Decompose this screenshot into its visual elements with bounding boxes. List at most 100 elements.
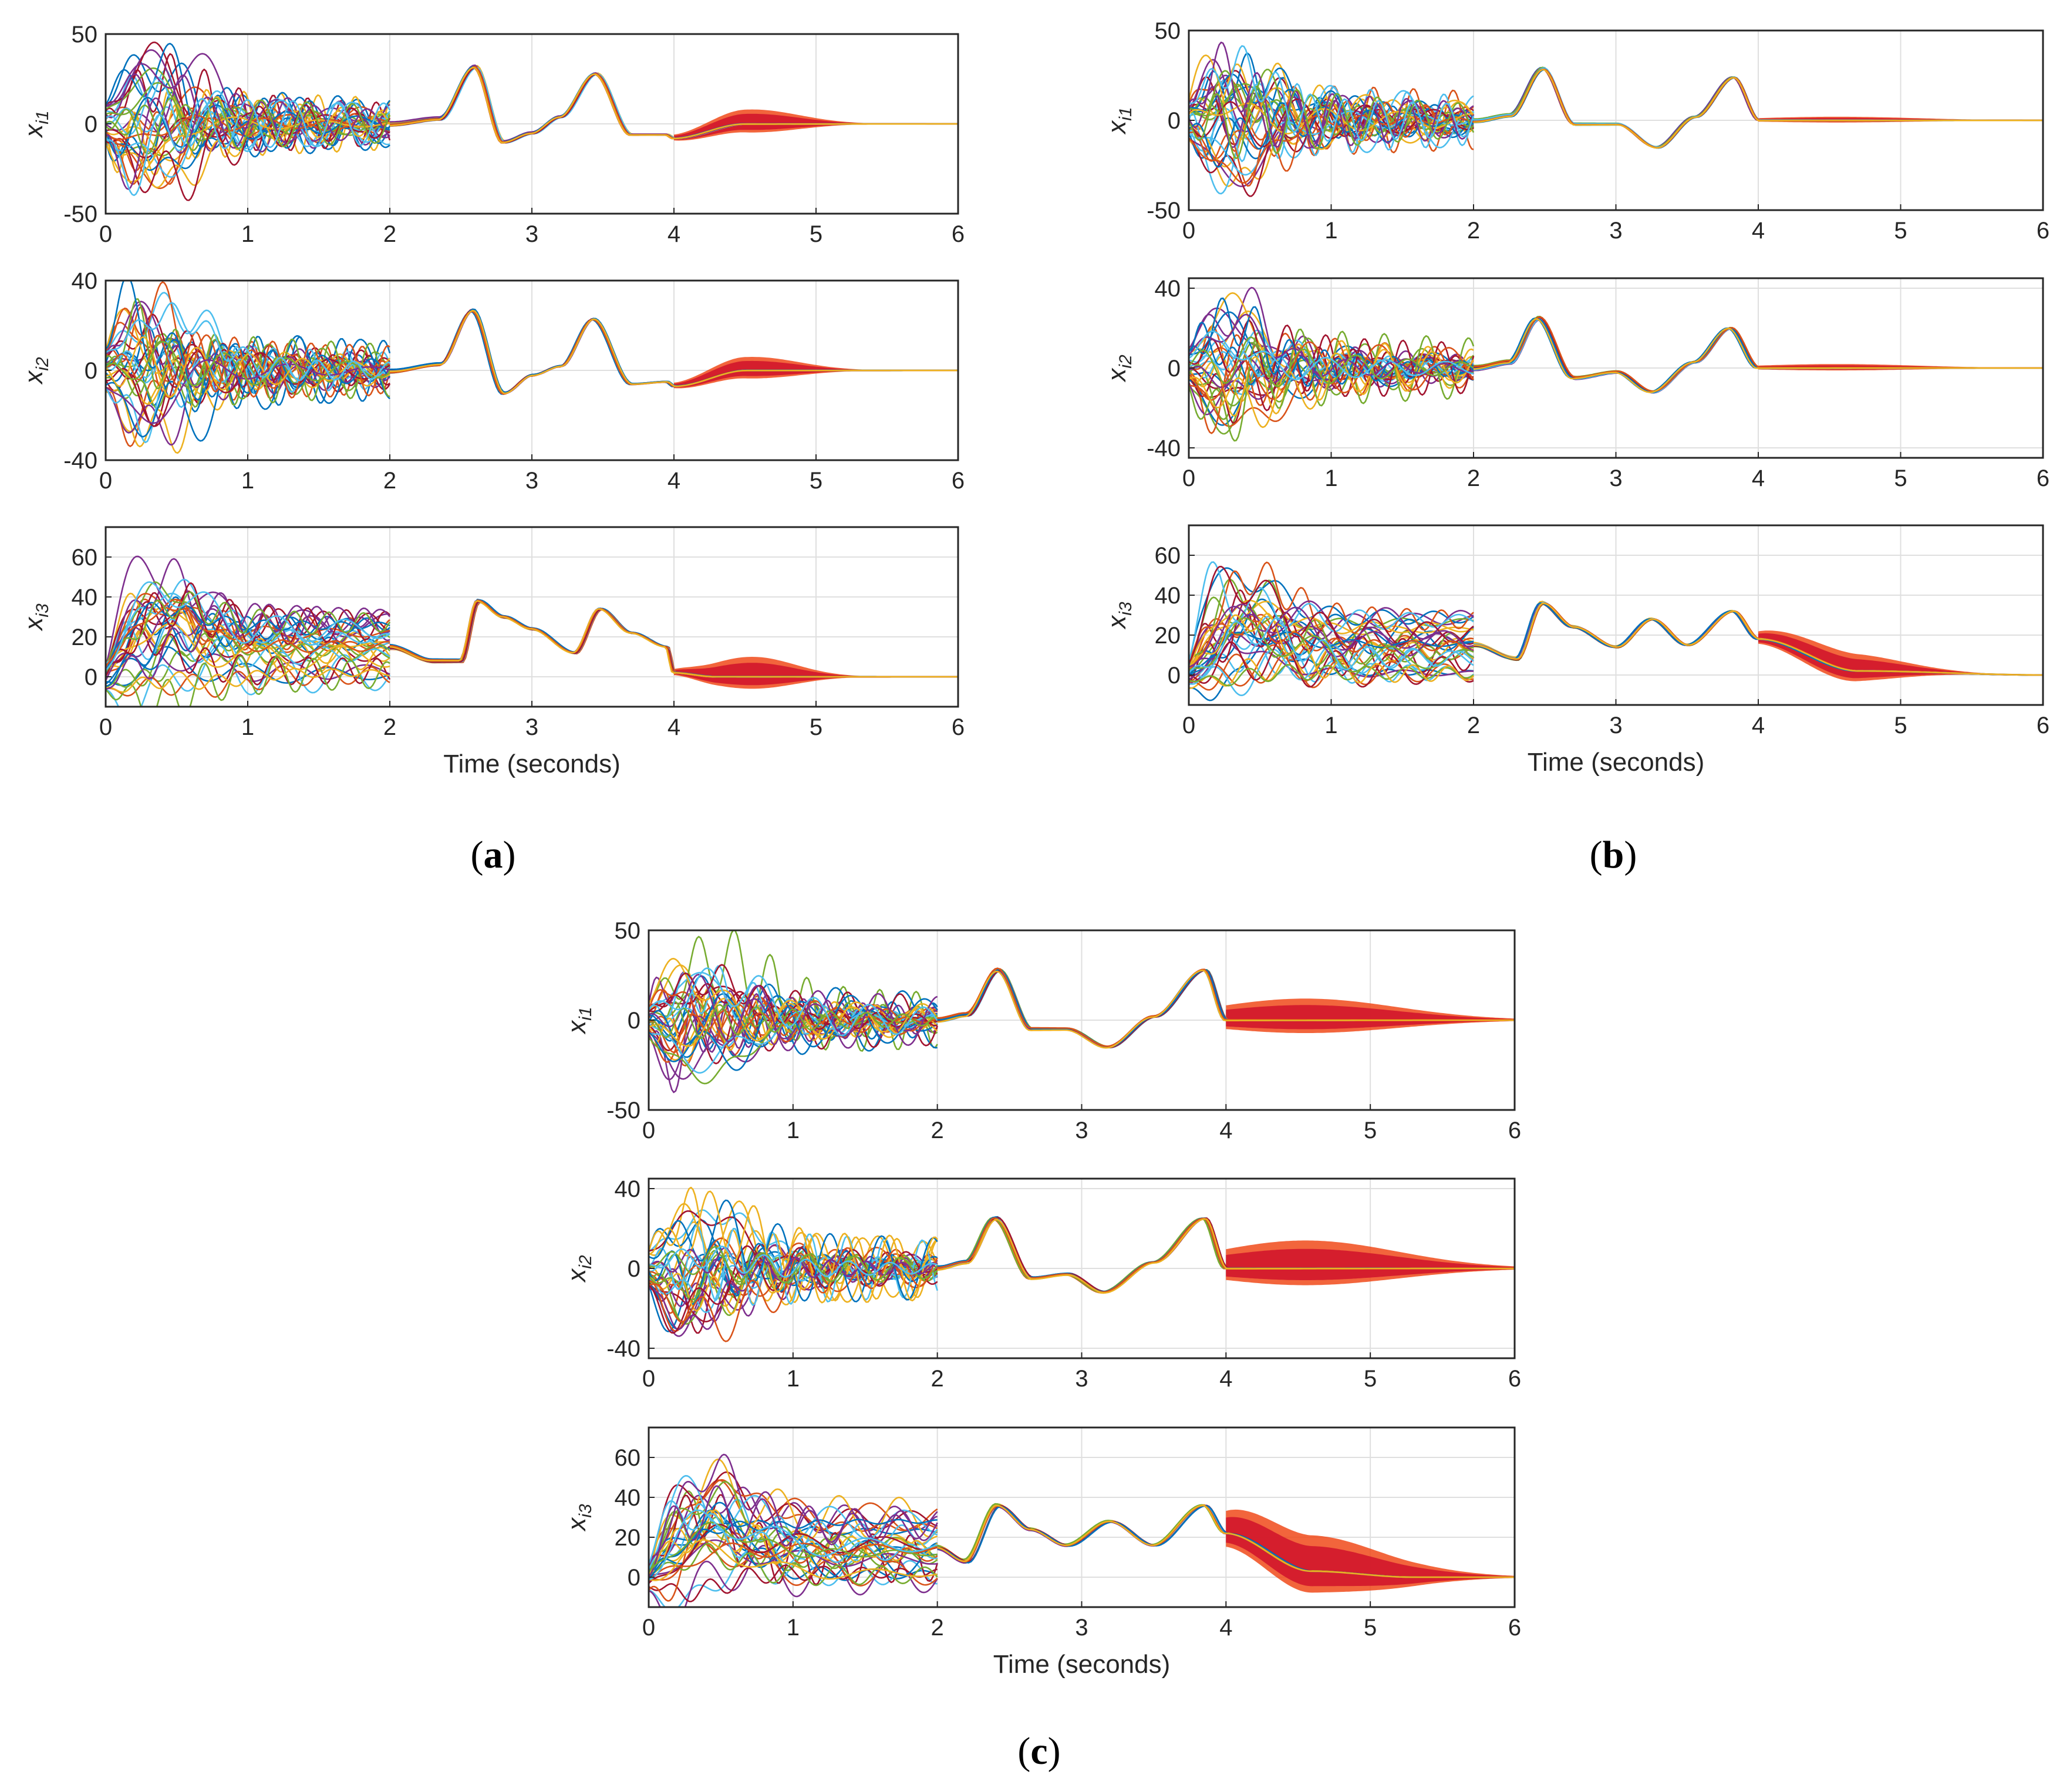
- x-tick-label: 4: [1752, 465, 1765, 491]
- trajectory-transient: [1189, 643, 1474, 684]
- x-tick-label: 4: [1752, 218, 1765, 244]
- x-tick-label: 1: [1324, 218, 1337, 244]
- y-tick-label: 60: [1155, 543, 1181, 569]
- x-tick-label: 2: [383, 221, 396, 247]
- trajectory-transient: [649, 1500, 938, 1565]
- y-tick-label: 0: [1168, 108, 1181, 134]
- disturbance-band: [1758, 633, 2043, 679]
- y-tick-label: 0: [628, 1256, 640, 1282]
- x-tick-label: 6: [2037, 465, 2049, 491]
- x-tick-label: 1: [241, 221, 254, 247]
- trajectory-consensus: [937, 1218, 1515, 1294]
- trajectory-transient: [106, 281, 390, 401]
- x-tick-label: 6: [952, 714, 965, 740]
- x-tick-label: 6: [2037, 713, 2049, 738]
- x-tick-label: 5: [1364, 1118, 1377, 1143]
- trajectory-transient: [649, 997, 938, 1047]
- trajectory-transient: [1189, 613, 1474, 677]
- trajectory-transient: [649, 1539, 938, 1578]
- trajectory-transient: [106, 336, 390, 398]
- y-tick-label: 50: [615, 918, 641, 944]
- trajectory-transient: [106, 667, 390, 693]
- disturbance-band: [674, 113, 958, 140]
- x-tick-label: 5: [1894, 465, 1907, 491]
- y-tick-label: 20: [615, 1525, 641, 1551]
- trajectory-transient: [1189, 620, 1474, 672]
- trajectory-consensus: [390, 309, 958, 394]
- trajectory-transient: [1189, 330, 1474, 380]
- x-tick-label: 3: [1075, 1366, 1088, 1392]
- x-tick-label: 6: [1508, 1615, 1521, 1641]
- x-tick-label: 5: [810, 468, 822, 494]
- y-axis-label: xi1: [1103, 107, 1135, 134]
- y-axis-label: xi2: [19, 357, 52, 385]
- y-tick-label: 40: [615, 1176, 641, 1202]
- trajectory-transient: [649, 1258, 938, 1330]
- x-tick-label: 5: [1364, 1615, 1377, 1641]
- x-tick-label: 6: [952, 221, 965, 247]
- x-tick-label: 1: [241, 468, 254, 494]
- trajectory-transient: [106, 331, 390, 399]
- data-series: [649, 1186, 1515, 1342]
- y-tick-label: 40: [1155, 276, 1181, 302]
- trajectory-transient: [1189, 639, 1474, 688]
- x-tick-label: 2: [1467, 713, 1480, 738]
- x-tick-label: 4: [1219, 1118, 1232, 1143]
- x-tick-label: 4: [667, 714, 680, 740]
- trajectory-transient: [649, 1256, 938, 1322]
- x-axis-label: Time (seconds): [1528, 748, 1705, 777]
- data-series: [106, 555, 958, 707]
- trajectory-transient: [649, 974, 938, 1051]
- trajectory-transient: [106, 97, 391, 196]
- x-tick-label: 6: [952, 468, 965, 494]
- y-tick-label: 0: [628, 1565, 640, 1591]
- trajectory-transient: [1189, 41, 1475, 149]
- trajectory-transient: [106, 602, 390, 674]
- x-tick-label: 5: [1364, 1366, 1377, 1392]
- y-tick-label: 0: [1168, 356, 1181, 382]
- trajectory-transient: [1189, 565, 1474, 664]
- trajectory-transient: [649, 1510, 938, 1581]
- trajectory-consensus: [389, 66, 958, 144]
- x-tick-label: 1: [241, 714, 254, 740]
- trajectory-transient: [649, 1539, 938, 1581]
- x-tick-label: 3: [1609, 218, 1622, 244]
- trajectory-transient: [649, 1247, 938, 1342]
- trajectory-transient: [106, 611, 391, 673]
- trajectory-transient: [1189, 617, 1474, 674]
- trajectory-transient: [1189, 69, 1474, 136]
- trajectory-transient: [649, 989, 938, 1031]
- trajectory-transient: [1189, 561, 1474, 663]
- trajectory-transient: [649, 1523, 938, 1584]
- trajectory-transient: [1189, 114, 1474, 184]
- trajectory-transient: [106, 97, 391, 155]
- y-tick-label: -50: [606, 1098, 640, 1123]
- y-tick-label: 0: [85, 358, 97, 384]
- data-series: [649, 930, 1515, 1094]
- x-tick-label: 3: [525, 221, 538, 247]
- x-tick-label: 5: [810, 221, 822, 247]
- x-tick-label: 4: [1219, 1615, 1232, 1641]
- x-tick-label: 3: [1609, 465, 1622, 491]
- x-tick-label: 0: [1182, 218, 1195, 244]
- x-tick-label: 6: [1508, 1118, 1521, 1143]
- trajectory-transient: [106, 340, 390, 387]
- y-axis-label: xi1: [562, 1007, 595, 1034]
- data-series: [1189, 286, 2043, 442]
- x-tick-label: 4: [1219, 1366, 1232, 1392]
- trajectory-transient: [649, 989, 938, 1044]
- trajectory-transient: [1189, 617, 1474, 673]
- x-tick-label: 4: [667, 468, 680, 494]
- y-axis-label: xi3: [562, 1504, 595, 1532]
